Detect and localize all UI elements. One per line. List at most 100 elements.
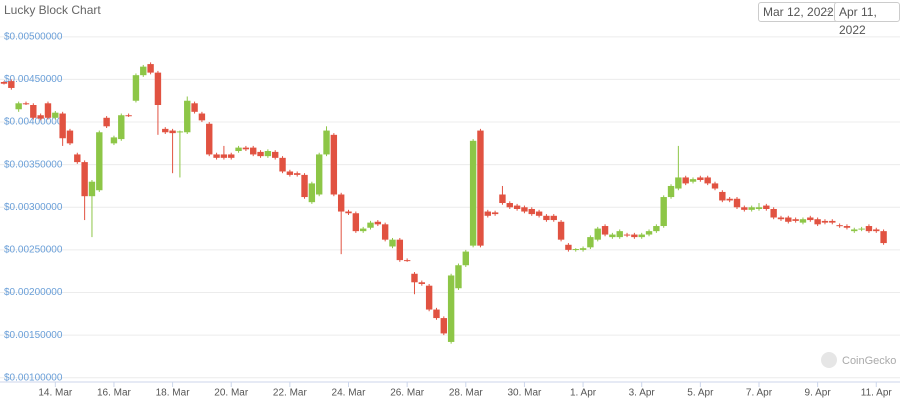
x-tick-label: 1. Apr <box>570 388 597 399</box>
candle-body <box>755 207 763 209</box>
candle-body <box>704 177 711 184</box>
candle-body <box>228 154 235 158</box>
x-tick-label: 20. Mar <box>214 388 249 399</box>
candle-body <box>506 203 513 208</box>
candle-body <box>374 221 382 225</box>
candle-body <box>792 219 799 221</box>
candle-body <box>389 239 396 247</box>
x-tick-label: 18. Mar <box>156 388 191 399</box>
candle-body <box>352 213 360 232</box>
candle-body <box>37 115 44 119</box>
candle <box>330 133 338 197</box>
candle-body <box>220 154 228 158</box>
candle <box>726 197 733 203</box>
candle-body <box>499 194 506 204</box>
candle-body <box>865 226 873 232</box>
candle <box>418 280 426 286</box>
candle-body <box>301 174 308 198</box>
candle-body <box>616 231 623 238</box>
candle-body <box>147 64 154 73</box>
candle <box>638 232 645 239</box>
candle-body <box>345 211 352 214</box>
candle-body <box>748 207 755 210</box>
y-tick-label: $0.00100000 <box>4 372 63 383</box>
candle <box>880 229 887 245</box>
candle-body <box>323 130 330 155</box>
candle-body <box>447 275 455 342</box>
x-tick-label: 28. Mar <box>449 388 484 399</box>
candle-body <box>198 113 206 121</box>
candle <box>125 113 132 117</box>
candle-body <box>176 131 184 133</box>
x-tick-label: 14. Mar <box>38 388 73 399</box>
candle-body <box>169 130 176 134</box>
candle-body <box>697 177 704 181</box>
candle <box>425 283 433 312</box>
candle <box>814 217 821 227</box>
candle <box>8 79 15 90</box>
candle-body <box>286 171 294 175</box>
candle-body <box>440 318 447 334</box>
candle-body <box>337 194 345 212</box>
candle-body <box>829 220 836 223</box>
candle-body <box>294 173 301 175</box>
candle <box>594 226 601 242</box>
x-tick-label: 16. Mar <box>97 388 132 399</box>
candle-body <box>528 208 535 215</box>
candle-body <box>777 217 785 220</box>
plot: $0.00100000 $0.00150000 $0.00200000 $0.0025… <box>0 31 900 399</box>
candle <box>367 220 374 230</box>
candle <box>294 171 301 177</box>
candle-body <box>623 234 631 236</box>
x-tick-label: 24. Mar <box>332 388 367 399</box>
candle <box>447 273 455 344</box>
candle-body <box>836 225 843 227</box>
chart-title: Lucky Block Chart <box>4 3 101 17</box>
candle-body <box>543 215 550 221</box>
candle-body <box>411 273 418 283</box>
candle <box>15 101 22 112</box>
candle <box>279 156 286 174</box>
candle <box>601 224 609 237</box>
candle <box>132 73 140 103</box>
candle-body <box>279 157 286 172</box>
candle <box>711 181 719 191</box>
candle-body <box>733 198 741 208</box>
candle <box>587 235 594 250</box>
candle <box>477 128 484 248</box>
candle-body <box>667 185 675 198</box>
candle-body <box>418 282 426 284</box>
x-tick-label: 3. Apr <box>629 388 656 399</box>
candle-body <box>799 219 807 223</box>
candle <box>184 96 191 134</box>
candle-body <box>565 244 572 250</box>
candle-body <box>66 130 74 144</box>
candle <box>103 116 110 129</box>
candle <box>198 111 206 123</box>
candle-body <box>184 100 191 133</box>
candle <box>484 209 491 218</box>
candle <box>242 145 250 152</box>
candle-body <box>433 309 440 319</box>
candle-body <box>469 140 477 246</box>
candle <box>704 175 711 186</box>
candle <box>44 101 52 120</box>
range-arrow: → <box>822 4 833 16</box>
candle-body <box>785 217 792 222</box>
candle-body <box>477 130 484 246</box>
candle-body <box>74 154 81 163</box>
range-start[interactable]: Mar 12, 2022 <box>758 2 839 22</box>
candle <box>220 145 228 160</box>
candle-body <box>741 207 748 210</box>
candle <box>858 226 865 232</box>
watermark: CoinGecko <box>821 352 896 368</box>
candle-body <box>44 103 52 118</box>
candle-body <box>851 229 858 232</box>
candle <box>396 237 404 262</box>
candle <box>374 220 382 227</box>
watermark-logo <box>821 352 837 368</box>
candle-body <box>367 222 374 228</box>
range-end[interactable]: Apr 11, 2022 <box>834 2 900 37</box>
candle <box>264 149 272 158</box>
candle-body <box>660 197 667 227</box>
